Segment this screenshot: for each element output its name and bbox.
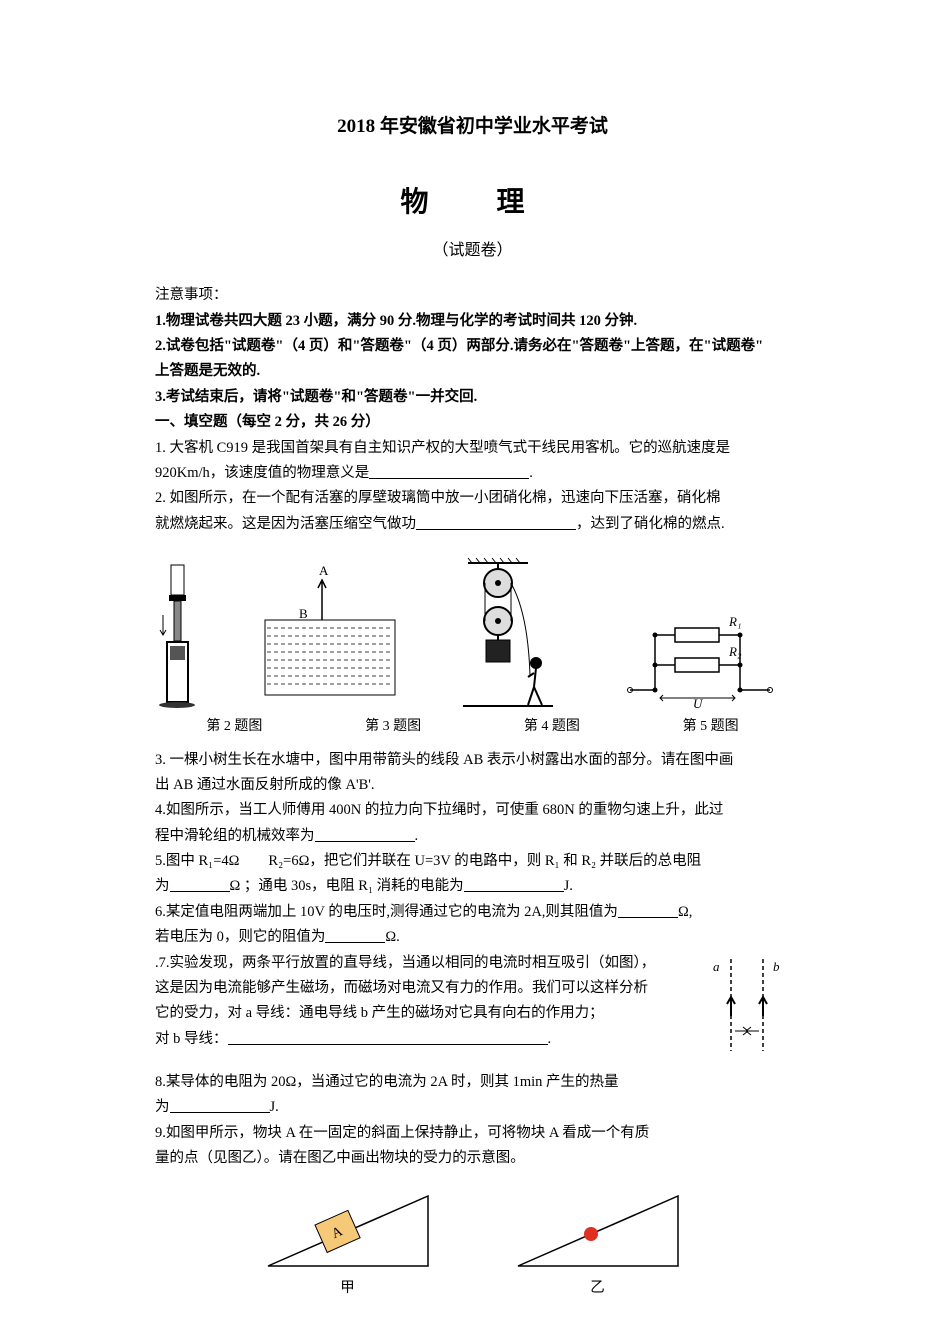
notice-item-2b: 上答题是无效的. <box>155 359 790 384</box>
blank-field <box>618 903 678 918</box>
question-5-line2: 为 Ω ；通电 30s，电阻 R₁ 消耗的电能为 J. <box>155 874 790 899</box>
figure-2 <box>155 545 200 710</box>
q4-text-c: . <box>415 828 419 844</box>
blank-field <box>416 515 576 530</box>
notice-heading: 注意事项： <box>155 283 790 308</box>
question-5-line1: 5.图中 R₁=4Ω R₂=6Ω，把它们并联在 U=3V 的电路中，则 R₁ 和… <box>155 849 790 874</box>
question-9-line2: 量的点（见图乙）。请在图乙中画出物块的受力的示意图。 <box>155 1146 790 1171</box>
q8-text-c: J. <box>270 1099 279 1115</box>
label-a: a <box>713 959 720 974</box>
question-6-line1: 6.某定值电阻两端加上 10V 的电压时,测得通过它的电流为 2A,则其阻值为 Ω… <box>155 900 790 925</box>
pulley-system-icon <box>458 555 558 710</box>
question-7: .7.实验发现，两条平行放置的直导线，当通以相同的电流时相互吸引（如图）， 这是… <box>155 951 790 1070</box>
exam-title: 2018 年安徽省初中学业水平考试 <box>155 110 790 143</box>
notice-item-2a: 2.试卷包括"试题卷"（4 页）和"答题卷"（4 页）两部分.请务必在"答题卷"… <box>155 334 790 359</box>
blank-field <box>325 929 385 944</box>
q4-text-b: 程中滑轮组的机械效率为 <box>155 828 315 844</box>
question-8-line1: 8.某导体的电阻为 20Ω，当通过它的电流为 2A 时，则其 1min 产生的热… <box>155 1070 790 1095</box>
figure-7: a b <box>705 951 790 1070</box>
blank-field <box>369 464 529 479</box>
figure-9-yi: 乙 <box>503 1181 693 1301</box>
parallel-circuit-icon: R₁ R₂ U <box>615 610 790 710</box>
label-A: A <box>319 563 329 578</box>
q6-text-d: Ω. <box>385 929 399 945</box>
question-4-line1: 4.如图所示，当工人师傅用 400N 的拉力向下拉绳时，可使重 680N 的重物… <box>155 798 790 823</box>
label-b: b <box>773 959 780 974</box>
figures-row: A B <box>155 545 790 710</box>
blank-field <box>170 878 230 893</box>
subject-title: 物 理 <box>155 178 790 227</box>
caption-4: 第 4 题图 <box>473 715 632 740</box>
label-U: U <box>693 696 704 710</box>
incline-block-icon: A <box>253 1181 443 1276</box>
q7-text-d: 对 b 导线： <box>155 1031 228 1047</box>
figure-4 <box>458 545 558 710</box>
q7-line-d: 对 b 导线：. <box>155 1027 697 1052</box>
q7-line-c: 它的受力，对 a 导线：通电导线 b 产生的磁场对它具有向右的作用力； <box>155 1001 697 1026</box>
q1-text-b: 920Km/h，该速度值的物理意义是 <box>155 465 369 481</box>
figure-5: R₁ R₂ U <box>615 545 790 710</box>
figure-captions: 第 2 题图 第 3 题图 第 4 题图 第 5 题图 <box>155 715 790 740</box>
piston-tube-icon <box>155 560 200 710</box>
question-3-line1: 3. 一棵小树生长在水塘中，图中用带箭头的线段 AB 表示小树露出水面的部分。请… <box>155 748 790 773</box>
q6-text-b: Ω, <box>678 904 692 920</box>
parallel-wires-icon: a b <box>705 951 790 1061</box>
question-2-line2: 就燃烧起来。这是因为活塞压缩空气做功 ，达到了硝化棉的燃点. <box>155 512 790 537</box>
incline-point-icon <box>503 1181 693 1276</box>
label-R1: R₁ <box>728 614 741 629</box>
question-9-line1: 9.如图甲所示，物块 A 在一固定的斜面上保持静止，可将物块 A 看成一个有质 <box>155 1121 790 1146</box>
question-6-line2: 若电压为 0，则它的阻值为 Ω. <box>155 925 790 950</box>
q7-line-a: .7.实验发现，两条平行放置的直导线，当通以相同的电流时相互吸引（如图）， <box>155 951 697 976</box>
q6-text-c: 若电压为 0，则它的阻值为 <box>155 929 325 945</box>
caption-3: 第 3 题图 <box>314 715 473 740</box>
caption-2: 第 2 题图 <box>155 715 314 740</box>
notice-item-3: 3.考试结束后，请将"试题卷"和"答题卷"一并交回. <box>155 385 790 410</box>
paper-label: （试题卷） <box>155 237 790 265</box>
question-4-line2: 程中滑轮组的机械效率为. <box>155 824 790 849</box>
q5-text-d: J. <box>564 878 573 894</box>
q7-line-b: 这是因为电流能够产生磁场，而磁场对电流又有力的作用。我们可以这样分析 <box>155 976 697 1001</box>
question-3-line2: 出 AB 通过水面反射所成的像 A'B'. <box>155 773 790 798</box>
question-2-line1: 2. 如图所示，在一个配有活塞的厚壁玻璃筒中放一小团硝化棉，迅速向下压活塞，硝化… <box>155 486 790 511</box>
blank-field <box>315 827 415 842</box>
blank-field <box>464 878 564 893</box>
blank-field <box>170 1099 270 1114</box>
q2-text-c: ，达到了硝化棉的燃点. <box>576 516 725 532</box>
blank-field <box>228 1030 548 1045</box>
q1-text-c: . <box>529 465 533 481</box>
question-1-line1: 1. 大客机 C919 是我国首架具有自主知识产权的大型喷气式干线民用客机。它的… <box>155 436 790 461</box>
figure-9-jia: A 甲 <box>253 1181 443 1301</box>
q6-text-a: 6.某定值电阻两端加上 10V 的电压时,测得通过它的电流为 2A,则其阻值为 <box>155 904 618 920</box>
caption-yi: 乙 <box>590 1276 605 1301</box>
q5-text-c: Ω ；通电 30s，电阻 R₁ 消耗的电能为 <box>230 878 464 894</box>
caption-5: 第 5 题图 <box>631 715 790 740</box>
question-8-line2: 为 J. <box>155 1095 790 1120</box>
notice-item-1: 1.物理试卷共四大题 23 小题，满分 90 分.物理与化学的考试时间共 120… <box>155 309 790 334</box>
question-1-line2: 920Km/h，该速度值的物理意义是. <box>155 461 790 486</box>
q8-text-b: 为 <box>155 1099 170 1115</box>
q5-text-b: 为 <box>155 878 170 894</box>
label-B: B <box>299 606 308 621</box>
caption-jia: 甲 <box>340 1276 355 1301</box>
section-1-heading: 一、填空题（每空 2 分，共 26 分） <box>155 410 790 435</box>
q2-text-b: 就燃烧起来。这是因为活塞压缩空气做功 <box>155 516 416 532</box>
figure-3: A B <box>257 545 402 710</box>
water-reflection-icon: A B <box>257 560 402 710</box>
question-9-figures: A 甲 乙 <box>155 1181 790 1301</box>
q7-text-e: . <box>548 1031 552 1047</box>
